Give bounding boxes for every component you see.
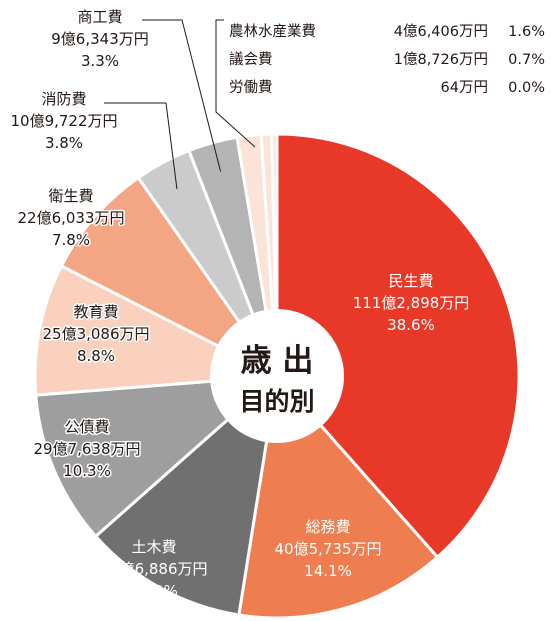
small-item-9-col-3: 1.6% (508, 24, 545, 40)
slice-label-8-line-1: 商工費 (77, 8, 122, 26)
slice-label-5-line-3: 8.8% (77, 347, 115, 365)
small-item-11-col-2: 64万円 (441, 80, 488, 96)
small-item-10-col-3: 0.7% (508, 52, 545, 68)
small-items-table: 農林水産業費 4億6,406万円 1.6% 議会費 1億8,726万円 0.7% 労働費 64… (229, 23, 545, 96)
slice-label-3-line-1: 土木費 (131, 538, 176, 556)
slice-label-2-line-1: 総務費 (305, 518, 350, 536)
slice-label-4-line-2: 29億7,638万円 (33, 440, 140, 458)
leader-lines (104, 19, 256, 190)
slice-label-1-line-3: 38.6% (387, 316, 435, 334)
leader-line-8 (142, 19, 222, 172)
slice-label-5-line-2: 25億3,086万円 (42, 325, 149, 343)
small-item-9-col-2: 4億6,406万円 (394, 23, 488, 40)
center-title: 歳 出 (241, 343, 314, 379)
small-item-9-col-1: 農林水産業費 (229, 23, 316, 40)
small-item-11-col-3: 0.0% (508, 80, 545, 96)
small-item-11-col-1: 労働費 (229, 79, 273, 96)
slice-label-3-line-3: 11.0% (130, 582, 178, 600)
slice-label-8-line-3: 3.3% (81, 52, 119, 70)
leader-line-9 (215, 19, 256, 148)
slice-label-4-line-1: 公債費 (64, 418, 109, 436)
slice-label-6-line-3: 7.8% (52, 231, 90, 249)
pie-slice-3 (93, 372, 280, 617)
center-subtitle: 目的別 (239, 387, 314, 416)
leader-line-7 (104, 102, 178, 190)
pie-slice-1 (275, 132, 521, 560)
center-hole (210, 309, 344, 443)
small-item-10-col-2: 1億8,726万円 (394, 51, 488, 68)
slice-label-7-line-3: 3.8% (45, 134, 83, 152)
slice-label-4-line-3: 10.3% (63, 462, 111, 480)
slice-label-5-line-1: 教育費 (73, 303, 118, 321)
slice-label-1-line-1: 民生費 (388, 272, 433, 290)
pie-slice-6 (59, 175, 279, 378)
slice-label-7-line-2: 10億9,722万円 (10, 112, 117, 130)
slice-label-6-line-2: 22億6,033万円 (17, 209, 124, 227)
small-item-10-col-1: 議会費 (229, 50, 273, 68)
slice-label-1-line-2: 111億2,898万円 (353, 294, 470, 312)
pie-slice-4 (34, 374, 282, 539)
slice-label-2-line-3: 14.1% (304, 562, 352, 580)
slice-label-8-line-2: 9億6,343万円 (51, 30, 149, 48)
slice-label-3-line-2: 31億6,886万円 (100, 560, 207, 578)
slice-label-2-line-2: 40億5,735万円 (274, 540, 381, 558)
slice-label-7-line-1: 消防費 (41, 90, 86, 108)
slice-labels: 民生費 111億2,898万円 38.6% 総務費 40億5,735万円 14.1% 土木費… (9, 7, 470, 601)
slice-label-6-line-1: 衛生費 (48, 187, 93, 205)
